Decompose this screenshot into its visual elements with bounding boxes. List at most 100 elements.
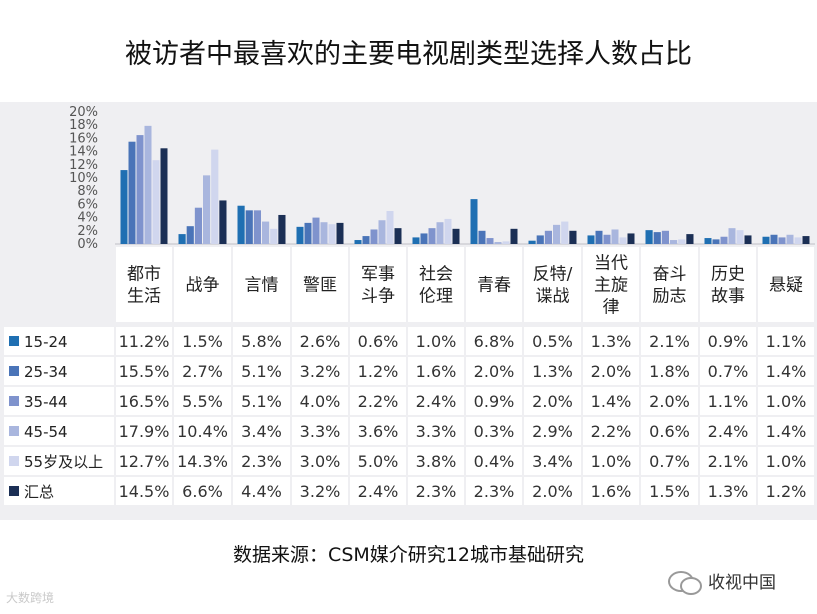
bar — [412, 237, 420, 244]
value-cell — [292, 357, 348, 385]
value-cell — [233, 477, 290, 505]
data-label: 3.3% — [416, 422, 457, 441]
legend-swatch — [9, 366, 19, 376]
data-label: 1.4% — [766, 422, 807, 441]
category-label: 反特/ — [533, 265, 573, 285]
bar — [378, 220, 386, 244]
value-cell — [116, 417, 172, 445]
bar — [561, 221, 569, 244]
value-cell — [174, 327, 231, 355]
bar — [420, 233, 428, 244]
category-label: 奋斗 — [653, 265, 687, 285]
data-label: 11.2% — [119, 332, 170, 351]
bar — [786, 234, 794, 244]
bar — [653, 232, 661, 244]
data-label: 0.5% — [532, 332, 573, 351]
data-label: 2.2% — [591, 422, 632, 441]
bar — [428, 228, 436, 244]
legend-cell — [4, 417, 114, 445]
watermark-right-text: 收视中国 — [708, 573, 776, 593]
bar — [211, 149, 219, 244]
data-label: 1.1% — [708, 392, 749, 411]
bar — [770, 234, 778, 244]
header-cell — [292, 247, 348, 322]
bar — [386, 211, 394, 244]
category-label: 伦理 — [419, 287, 453, 307]
chart-title: 被访者中最喜欢的主要电视剧类型选择人数占比 — [125, 39, 692, 70]
value-cell — [350, 417, 406, 445]
legend-swatch — [9, 486, 19, 496]
value-cell — [408, 357, 464, 385]
bar — [354, 240, 362, 244]
data-label: 1.0% — [416, 332, 457, 351]
data-label: 3.0% — [300, 452, 341, 471]
value-cell — [641, 327, 698, 355]
category-label: 历史 — [711, 265, 745, 285]
value-cell — [233, 447, 290, 475]
legend-cell — [4, 327, 114, 355]
value-cell — [408, 327, 464, 355]
bar — [494, 242, 502, 244]
category-label: 都市 — [127, 265, 161, 285]
data-label: 4.0% — [300, 392, 341, 411]
data-label: 2.4% — [708, 422, 749, 441]
bar — [444, 218, 452, 244]
value-cell — [758, 417, 814, 445]
bar — [645, 230, 653, 244]
value-cell — [292, 477, 348, 505]
value-cell — [292, 417, 348, 445]
category-label: 军事 — [361, 265, 395, 285]
value-cell — [466, 387, 522, 415]
value-cell — [758, 387, 814, 415]
value-cell — [583, 447, 639, 475]
data-label: 1.3% — [591, 332, 632, 351]
bar — [778, 237, 786, 244]
y-tick-label: 4% — [77, 211, 98, 226]
data-label: 2.1% — [708, 452, 749, 471]
bar — [253, 210, 261, 244]
data-label: 2.0% — [591, 362, 632, 381]
legend-swatch — [9, 456, 19, 466]
value-cell — [350, 447, 406, 475]
legend-label: 汇总 — [24, 483, 54, 501]
data-label: 5.1% — [241, 392, 282, 411]
category-label: 言情 — [245, 276, 279, 296]
bar — [237, 205, 245, 244]
data-label: 0.9% — [708, 332, 749, 351]
value-cell — [408, 387, 464, 415]
value-cell — [174, 387, 231, 415]
category-label: 青春 — [477, 276, 511, 296]
legend-label: 45-54 — [24, 423, 68, 441]
y-tick-label: 0% — [77, 237, 98, 252]
bar — [128, 141, 136, 244]
bar — [553, 224, 561, 244]
bar — [312, 217, 320, 244]
y-tick-label: 20% — [69, 105, 98, 120]
bar — [744, 235, 752, 244]
value-cell — [700, 357, 756, 385]
value-cell — [641, 417, 698, 445]
legend-cell — [4, 387, 114, 415]
data-label: 1.4% — [766, 362, 807, 381]
y-tick-label: 16% — [69, 131, 98, 146]
value-cell — [466, 357, 522, 385]
data-label: 2.2% — [358, 392, 399, 411]
data-label: 2.4% — [416, 392, 457, 411]
value-cell — [641, 357, 698, 385]
bar — [186, 226, 194, 244]
data-label: 6.6% — [182, 482, 223, 501]
data-label: 3.6% — [358, 422, 399, 441]
data-label: 0.4% — [474, 452, 515, 471]
value-cell — [583, 327, 639, 355]
bar — [336, 222, 344, 244]
bar — [296, 226, 304, 244]
legend-label: 15-24 — [24, 333, 68, 351]
data-label: 5.1% — [241, 362, 282, 381]
bar — [328, 224, 336, 244]
category-label: 斗争 — [361, 287, 395, 307]
bar — [152, 160, 160, 244]
bar — [704, 238, 712, 244]
data-label: 2.3% — [474, 482, 515, 501]
header-cell — [641, 247, 698, 322]
